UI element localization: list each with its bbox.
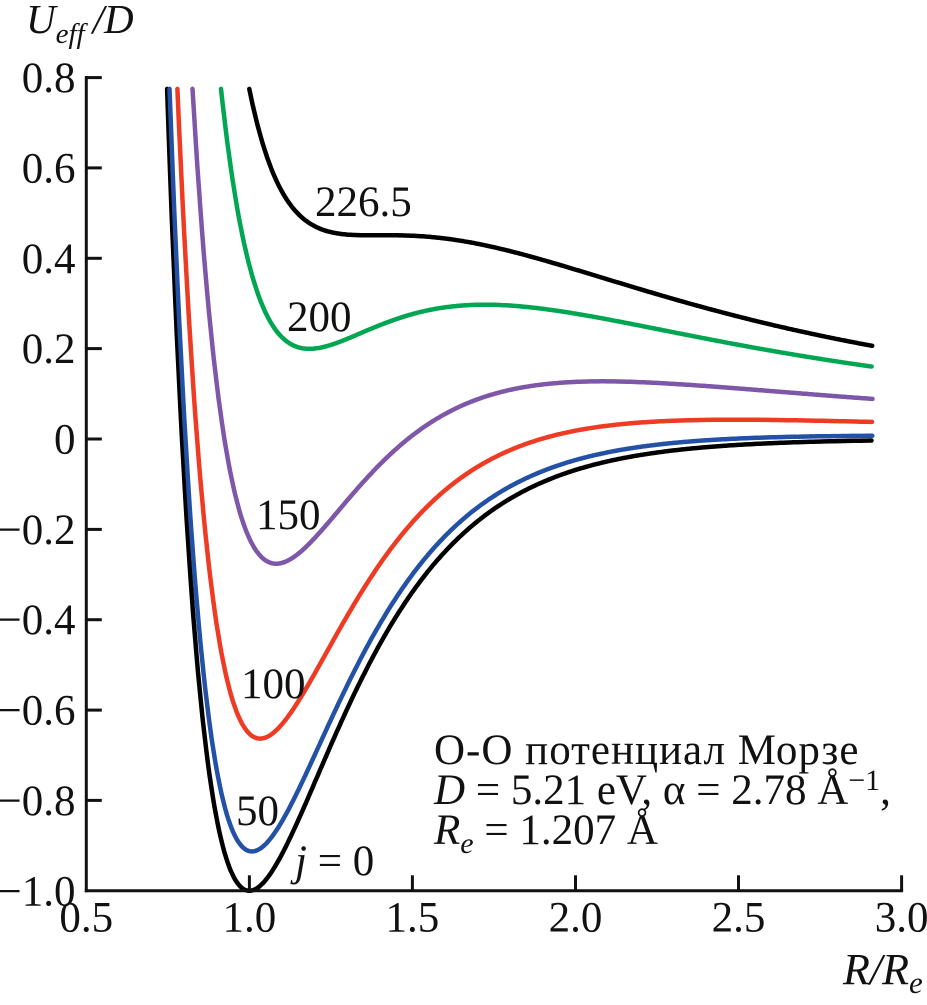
svg-text:−0.4: −0.4 xyxy=(0,597,76,644)
svg-text:1.0: 1.0 xyxy=(223,895,277,942)
svg-text:−0.2: −0.2 xyxy=(0,507,76,554)
svg-text:0.8: 0.8 xyxy=(22,55,76,102)
svg-text:0: 0 xyxy=(54,417,76,464)
svg-text:0.2: 0.2 xyxy=(22,326,76,373)
svg-text:j = 0: j = 0 xyxy=(290,838,374,885)
svg-text:0.6: 0.6 xyxy=(22,145,76,192)
svg-text:1.5: 1.5 xyxy=(386,895,440,942)
svg-text:100: 100 xyxy=(241,661,306,708)
svg-text:2.5: 2.5 xyxy=(712,895,766,942)
svg-text:Ueff/D: Ueff/D xyxy=(26,0,134,50)
svg-text:200: 200 xyxy=(287,294,352,341)
svg-text:Re = 1.207 Å: Re = 1.207 Å xyxy=(433,807,658,860)
svg-text:R/Re: R/Re xyxy=(842,945,923,1000)
svg-text:−1.0: −1.0 xyxy=(0,868,76,915)
svg-text:0.4: 0.4 xyxy=(22,236,76,283)
svg-text:D = 5.21 eV, α = 2.78 Å−1,: D = 5.21 eV, α = 2.78 Å−1, xyxy=(433,764,891,814)
svg-text:2.0: 2.0 xyxy=(549,895,603,942)
svg-text:150: 150 xyxy=(256,492,321,539)
svg-text:−0.6: −0.6 xyxy=(0,688,76,735)
svg-text:O-O потенциал Морзе: O-O потенциал Морзе xyxy=(434,727,859,774)
svg-text:50: 50 xyxy=(236,788,279,835)
svg-text:3.0: 3.0 xyxy=(875,895,927,942)
svg-text:−0.8: −0.8 xyxy=(0,778,76,825)
svg-text:226.5: 226.5 xyxy=(315,179,412,226)
svg-text:0.5: 0.5 xyxy=(59,895,113,942)
